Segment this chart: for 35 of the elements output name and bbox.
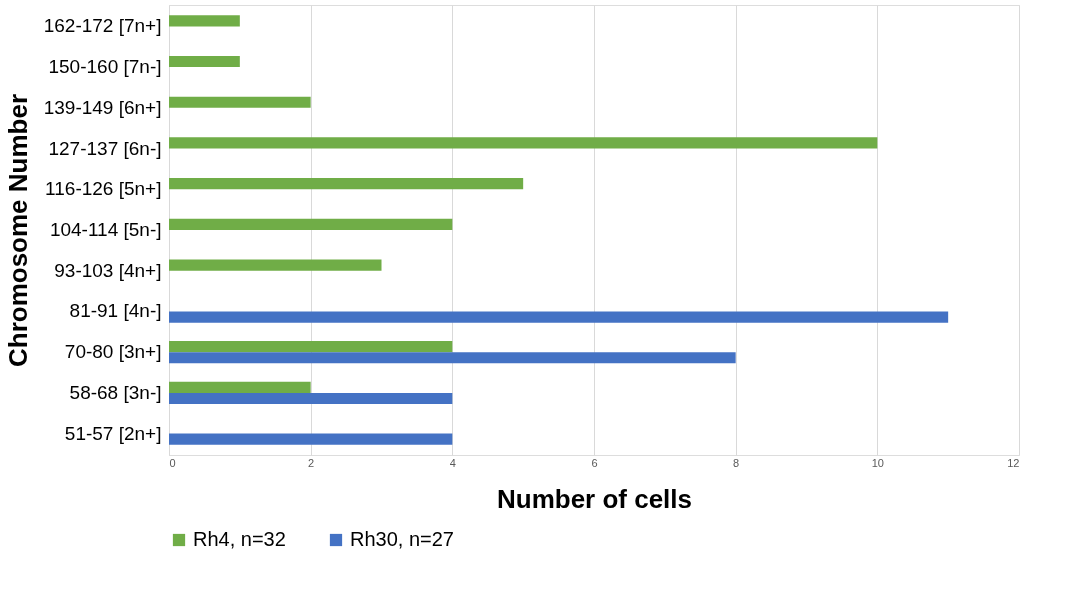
x-tick-label: 0 [169,456,176,469]
y-tick-label: 127-137 [6n-] [48,137,162,159]
y-tick-label: 51-57 [2n+] [64,422,162,444]
x-axis-title: Number of cells [496,483,693,514]
x-tick-label: 12 [1007,456,1020,469]
y-tick-label: 70-80 [3n+] [64,341,162,363]
bar [169,55,240,68]
bar [169,178,524,190]
bar [169,311,949,323]
x-tick-label: 8 [733,456,740,469]
x-tick-label: 10 [871,456,884,469]
y-axis-title: Chromosome Number [2,93,33,368]
x-tick-label: 6 [591,456,598,469]
bar [169,259,382,271]
y-tick-label: 116-126 [5n+] [45,178,162,200]
bar [169,96,311,108]
legend-label: Rh30, n=27 [350,528,454,550]
bar [169,392,453,405]
bar [169,218,453,230]
y-tick-label: 58-68 [3n-] [69,381,162,403]
bar [169,433,453,445]
y-tick-label: 139-149 [6n+] [43,96,162,118]
x-tick-label: 4 [449,456,456,469]
x-tick-label: 2 [308,456,315,469]
legend-label: Rh4, n=32 [193,528,286,550]
bar [169,340,453,353]
bar [169,15,240,27]
bar [169,352,736,364]
bar [169,381,311,393]
y-tick-label: 162-172 [7n+] [43,15,162,37]
y-tick-label: 150-160 [7n-] [48,56,162,78]
y-tick-label: 81-91 [4n-] [69,300,162,322]
y-tick-label: 104-114 [5n-] [49,219,162,240]
y-tick-label: 93-103 [4n+] [54,259,162,281]
bar [169,137,878,149]
